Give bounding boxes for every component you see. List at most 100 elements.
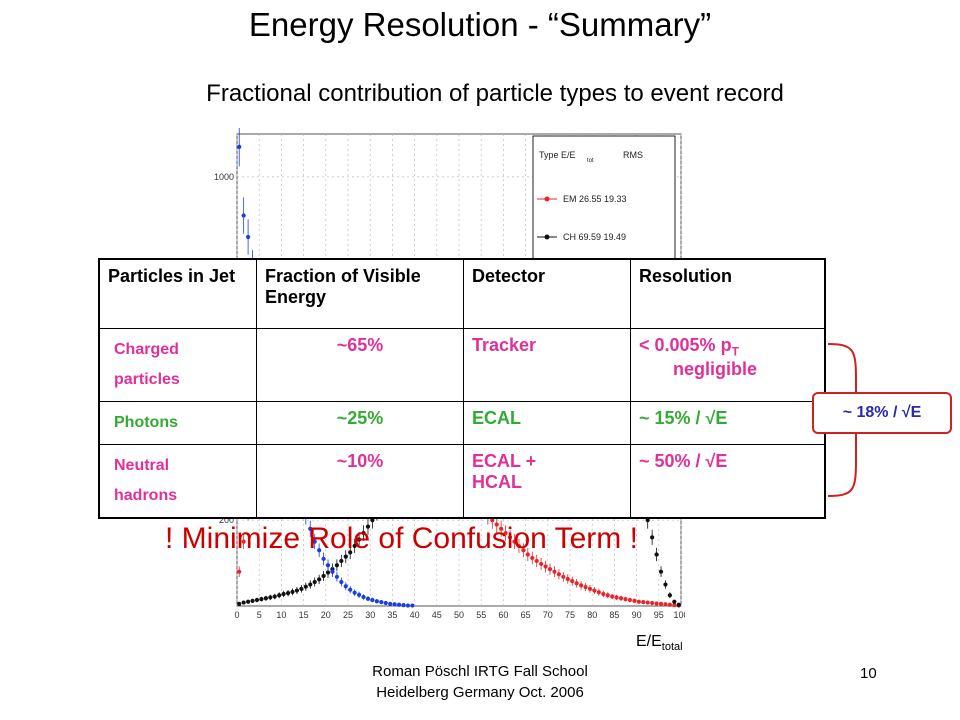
data-point-em	[579, 583, 584, 588]
data-point-em	[241, 539, 246, 544]
data-point-nh	[392, 602, 397, 607]
data-point-nh	[237, 144, 242, 149]
data-point-em	[543, 564, 548, 569]
data-point-ch	[343, 554, 348, 559]
data-point-ch	[667, 593, 672, 598]
data-point-ch	[317, 577, 322, 582]
data-point-em	[570, 579, 575, 584]
cell-resolution-photons: ~ 15% / √E	[630, 401, 826, 445]
page-number: 10	[860, 665, 877, 682]
data-point-em	[614, 595, 619, 600]
data-point-ch	[334, 563, 339, 568]
x-axis-title: E/Etotal	[636, 633, 683, 654]
data-point-ch	[263, 596, 268, 601]
data-point-em	[547, 566, 553, 572]
slide-title: Energy Resolution - “Summary”	[248, 6, 712, 43]
data-point-ch	[650, 535, 655, 540]
data-point-nh	[321, 556, 326, 561]
cell-fraction-charged: ~65%	[256, 328, 464, 402]
data-point-em	[663, 602, 668, 607]
data-point-em	[512, 539, 517, 544]
data-point-ch	[237, 601, 242, 606]
data-point-em	[583, 585, 588, 590]
data-point-ch	[294, 588, 300, 593]
legend-entry-ch: CH 69.59 19.49	[563, 232, 626, 242]
data-point-nh	[241, 213, 246, 218]
data-point-nh	[401, 603, 406, 608]
data-point-nh	[405, 603, 411, 608]
cell-detector-photons: ECAL	[463, 401, 631, 445]
x-tick-label: 25	[343, 610, 353, 620]
data-point-ch	[272, 594, 277, 599]
data-point-em	[490, 518, 495, 523]
data-point-nh	[370, 597, 375, 603]
data-point-nh	[246, 234, 251, 240]
total-resolution-box: ~ 18% / √E	[812, 392, 952, 434]
table-header-fraction: Fraction of Visible Energy	[256, 258, 464, 329]
legend-header: Type E/E	[539, 150, 576, 160]
data-point-em	[650, 600, 655, 606]
legend-marker-ch	[544, 234, 550, 240]
data-point-em	[525, 552, 530, 557]
data-point-em	[556, 572, 561, 577]
data-point-ch	[312, 579, 317, 585]
data-point-em	[601, 591, 606, 597]
data-point-em	[516, 543, 522, 549]
data-point-em	[565, 576, 570, 582]
data-point-nh	[308, 526, 313, 531]
x-tick-label: 0	[234, 610, 239, 620]
x-tick-label: 45	[432, 610, 442, 620]
x-tick-label: 10	[276, 610, 286, 620]
data-point-ch	[370, 518, 375, 523]
data-point-em	[534, 558, 539, 564]
data-point-nh	[325, 563, 331, 568]
data-point-em	[667, 602, 672, 607]
data-point-em	[530, 555, 535, 561]
data-point-ch	[357, 537, 362, 542]
cell-particle-photons: Photons	[98, 401, 257, 445]
cell-resolution-charged: < 0.005% pT negligible	[630, 328, 826, 402]
data-point-nh	[352, 590, 357, 595]
data-point-ch	[290, 589, 295, 594]
data-point-em	[627, 597, 633, 603]
data-point-nh	[312, 539, 317, 544]
data-point-ch	[268, 595, 273, 600]
data-point-em	[503, 530, 508, 536]
data-point-nh	[379, 600, 384, 605]
data-point-em	[658, 601, 664, 606]
x-tick-label: 65	[521, 610, 531, 620]
data-point-ch	[348, 550, 353, 555]
footer-event: Heidelberg Germany Oct. 2006	[376, 684, 584, 701]
data-point-em	[561, 574, 566, 579]
x-tick-label: 60	[498, 610, 508, 620]
data-point-em	[636, 599, 641, 604]
slide-footer: Roman Pöschl IRTG Fall School Heidelberg…	[300, 661, 660, 703]
data-point-em	[632, 598, 637, 603]
table-row-neutral: Neutral hadrons ~10% ECAL + HCAL ~ 50% / √…	[98, 444, 826, 519]
x-tick-label: 15	[299, 610, 309, 620]
data-point-nh	[383, 600, 388, 606]
data-point-nh	[357, 592, 362, 597]
data-point-em	[574, 581, 579, 586]
data-point-ch	[321, 573, 326, 579]
data-point-em	[499, 526, 504, 531]
data-point-nh	[410, 603, 415, 608]
x-tick-label: 20	[321, 610, 331, 620]
data-point-em	[623, 597, 628, 602]
data-point-ch	[339, 558, 344, 564]
x-tick-label: 50	[454, 610, 464, 620]
cell-detector-neutral: ECAL + HCAL	[463, 444, 631, 519]
data-point-em	[507, 535, 513, 540]
x-tick-label: 75	[565, 610, 575, 620]
data-point-ch	[663, 582, 668, 587]
data-point-nh	[343, 584, 348, 589]
legend-marker-em	[544, 196, 550, 202]
cell-fraction-photons: ~25%	[256, 401, 464, 445]
data-point-em	[641, 600, 646, 605]
data-point-em	[672, 603, 677, 608]
data-point-em	[610, 594, 615, 599]
data-point-nh	[330, 569, 335, 574]
data-point-ch	[254, 597, 260, 603]
data-point-em	[592, 588, 597, 593]
data-point-nh	[365, 596, 371, 601]
